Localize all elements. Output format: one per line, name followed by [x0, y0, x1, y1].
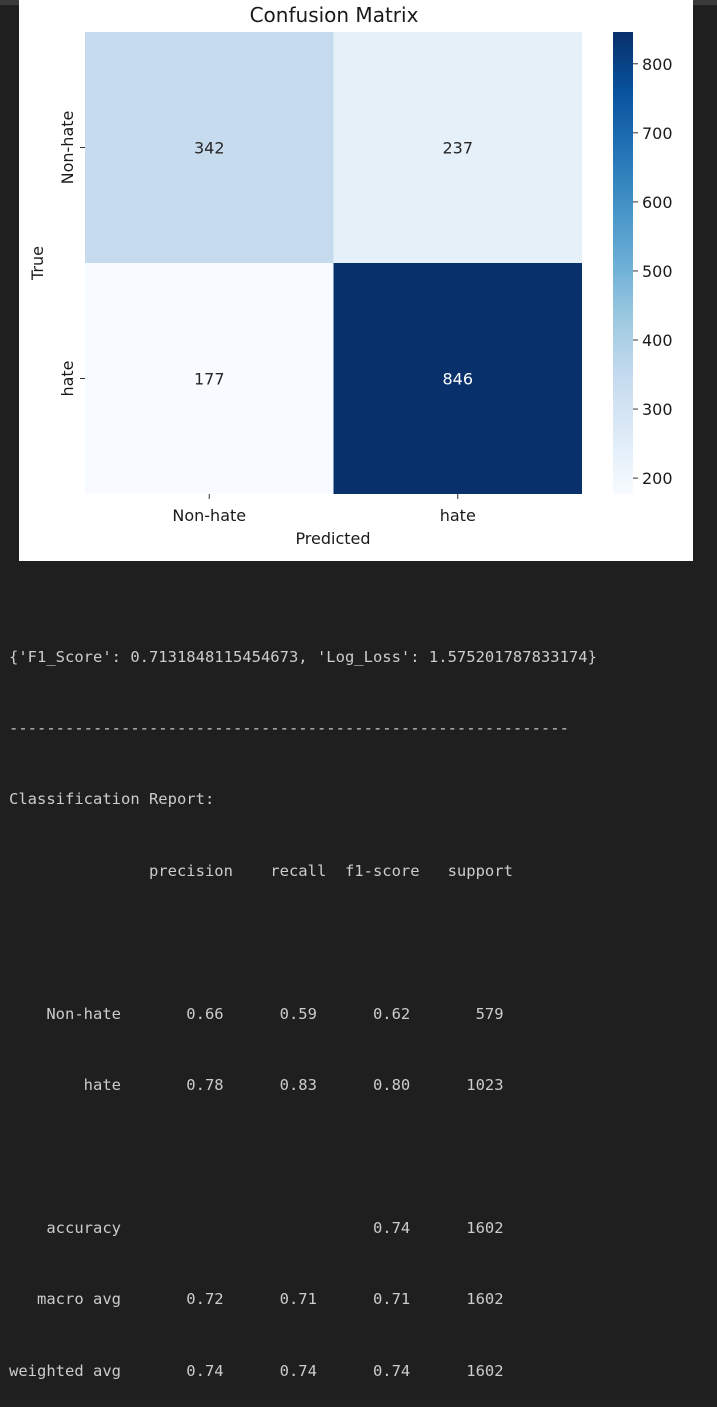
heatmap-cell: [85, 263, 334, 494]
cell-value-label: 846: [442, 370, 473, 389]
colorbar-tick-label: 800: [642, 55, 673, 74]
figure-panel: Confusion Matrix 342 237 177 846 Non-hate hat…: [19, 0, 693, 561]
cell-value-label: 177: [194, 370, 225, 389]
colorbar-tick-label: 700: [642, 124, 673, 143]
separator-line: ----------------------------------------…: [9, 718, 569, 737]
heatmap-cell: [85, 32, 334, 263]
report-header: precision recall f1-score support: [9, 861, 513, 880]
colorbar-tick-label: 400: [642, 331, 673, 350]
report-row-hate: hate 0.78 0.83 0.80 1023: [9, 1075, 504, 1094]
chart-title: Confusion Matrix: [250, 3, 419, 27]
cell-value-label: 342: [194, 139, 225, 158]
y-tick-label: Non-hate: [58, 111, 77, 185]
heatmap-cell: [333, 263, 582, 494]
report-row-macro-avg: macro avg 0.72 0.71 0.71 1602: [9, 1290, 504, 1309]
report-row-weighted-avg: weighted avg 0.74 0.74 0.74 1602: [9, 1361, 504, 1380]
y-axis-label: True: [28, 246, 47, 281]
cell-output-text: {'F1_Score': 0.7131848115454673, 'Log_Lo…: [9, 598, 597, 1407]
cell-value-label: 237: [442, 139, 473, 158]
x-tick-label: Non-hate: [172, 506, 246, 525]
report-title: Classification Report:: [9, 790, 215, 809]
heatmap-cell: [333, 32, 582, 263]
metrics-line: {'F1_Score': 0.7131848115454673, 'Log_Lo…: [9, 647, 597, 666]
colorbar-tick-label: 600: [642, 193, 673, 212]
report-row-nonhate: Non-hate 0.66 0.59 0.62 579: [9, 1004, 504, 1023]
blank-line: [9, 931, 597, 955]
confusion-matrix-chart: Confusion Matrix 342 237 177 846 Non-hate hat…: [28, 3, 673, 548]
colorbar-tick-label: 300: [642, 400, 673, 419]
report-row-accuracy: accuracy 0.74 1602: [9, 1218, 504, 1237]
x-tick-label: hate: [440, 506, 476, 525]
x-axis-label: Predicted: [295, 529, 370, 548]
colorbar-tick-label: 200: [642, 469, 673, 488]
colorbar: [613, 32, 633, 494]
y-tick-label: hate: [58, 360, 77, 396]
colorbar-tick-label: 500: [642, 262, 673, 281]
blank-line: [9, 1145, 597, 1169]
